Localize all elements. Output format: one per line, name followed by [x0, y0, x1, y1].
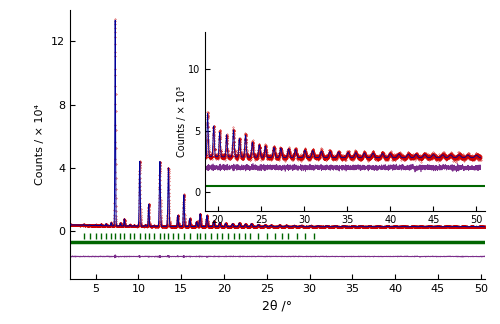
X-axis label: 2θ /°: 2θ /°: [262, 299, 292, 312]
Y-axis label: Counts / × 10⁴: Counts / × 10⁴: [36, 104, 46, 185]
Y-axis label: Counts / × 10³: Counts / × 10³: [176, 86, 186, 157]
